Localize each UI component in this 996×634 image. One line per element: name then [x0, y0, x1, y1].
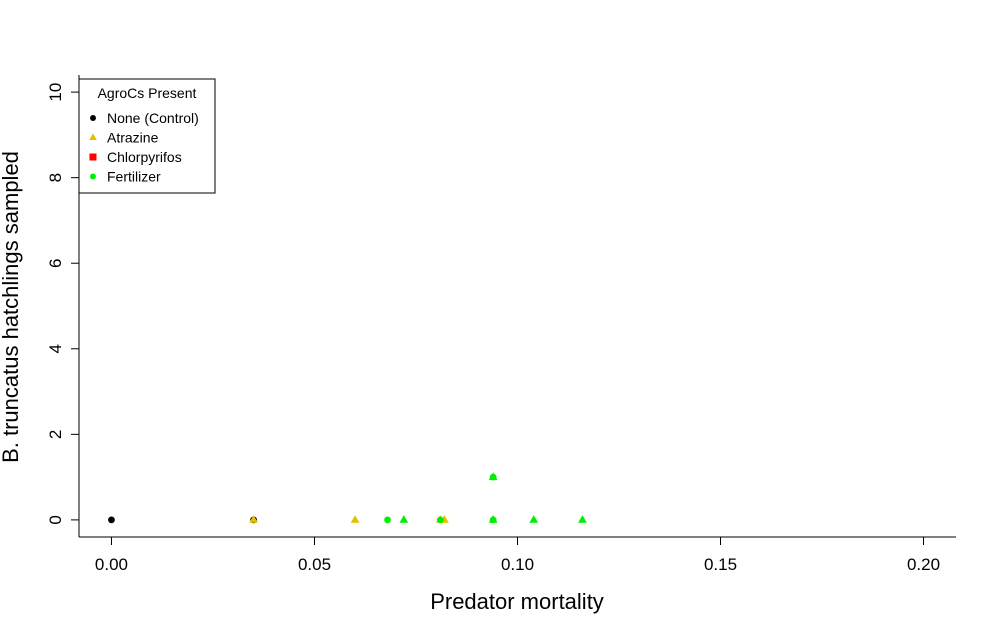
data-point [578, 515, 587, 523]
x-tick-label: 0.05 [298, 555, 331, 574]
legend-title: AgroCs Present [98, 85, 197, 101]
x-axis: 0.00 0.05 0.10 0.15 0.20 [95, 536, 940, 574]
x-tick-label: 0.10 [501, 555, 534, 574]
y-tick-label: 8 [46, 173, 65, 182]
y-tick-label: 2 [46, 430, 65, 439]
legend-marker [90, 115, 96, 121]
y-axis: 0 2 4 6 8 10 [46, 83, 80, 525]
data-point [529, 515, 539, 523]
data-points [108, 472, 587, 524]
legend-label: None (Control) [107, 110, 199, 126]
y-tick-label: 10 [46, 83, 65, 102]
data-point [399, 515, 409, 523]
data-point [488, 515, 498, 523]
data-point [436, 516, 444, 524]
legend: AgroCs Present None (Control) Atrazine Chl… [78, 78, 216, 194]
legend-label: Fertilizer [107, 169, 161, 185]
x-tick-label: 0.00 [95, 555, 128, 574]
data-point [350, 515, 360, 523]
x-tick-label: 0.15 [704, 555, 737, 574]
legend-box [78, 78, 216, 194]
data-point [249, 515, 258, 523]
data-point [108, 516, 115, 524]
x-tick-label: 0.20 [907, 555, 940, 574]
y-tick-label: 0 [46, 515, 65, 524]
legend-marker [89, 153, 97, 161]
legend-marker [90, 173, 96, 180]
data-point [384, 516, 391, 524]
x-axis-title: Predator mortality [430, 589, 604, 614]
legend-label: Atrazine [107, 130, 159, 146]
legend-label: Chlorpyrifos [107, 149, 182, 165]
data-point [488, 472, 498, 480]
legend-marker [89, 133, 97, 141]
y-tick-label: 6 [46, 258, 65, 267]
y-tick-label: 4 [46, 344, 65, 353]
y-axis-title: B. truncatus hatchlings sampled [0, 151, 23, 463]
